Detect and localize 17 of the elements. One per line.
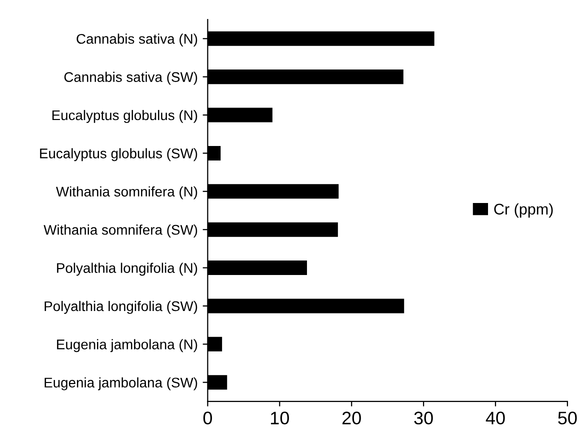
x-tick-label: 40 <box>486 412 505 424</box>
x-tick-label: 20 <box>342 412 361 424</box>
y-tick-label: Cannabis sativa (N) <box>76 34 198 47</box>
y-tick-label: Polyalthia longifolia (SW) <box>44 300 198 314</box>
y-tick-label: Eugenia jambolana (N) <box>57 339 198 352</box>
y-tick-label: Cannabis sativa (SW) <box>64 72 198 85</box>
x-tick-label: 0 <box>203 412 212 424</box>
x-tick-label: 30 <box>414 412 433 424</box>
y-tick-label: Eugenia jambolana (SW) <box>44 377 198 390</box>
y-tick-label: Polyalthia longifolia (N) <box>57 262 198 276</box>
x-tick-label: 10 <box>270 412 289 424</box>
y-tick-label: Withania somnifera (N) <box>56 186 198 200</box>
legend-label: Cr (ppm) <box>494 203 553 218</box>
y-tick-label: Withania somnifera (SW) <box>44 224 198 238</box>
y-tick-label: Eucalyptus globulus (N) <box>52 110 198 123</box>
x-tick-label: 50 <box>558 412 577 424</box>
y-tick-label: Eucalyptus globulus (SW) <box>40 148 198 162</box>
